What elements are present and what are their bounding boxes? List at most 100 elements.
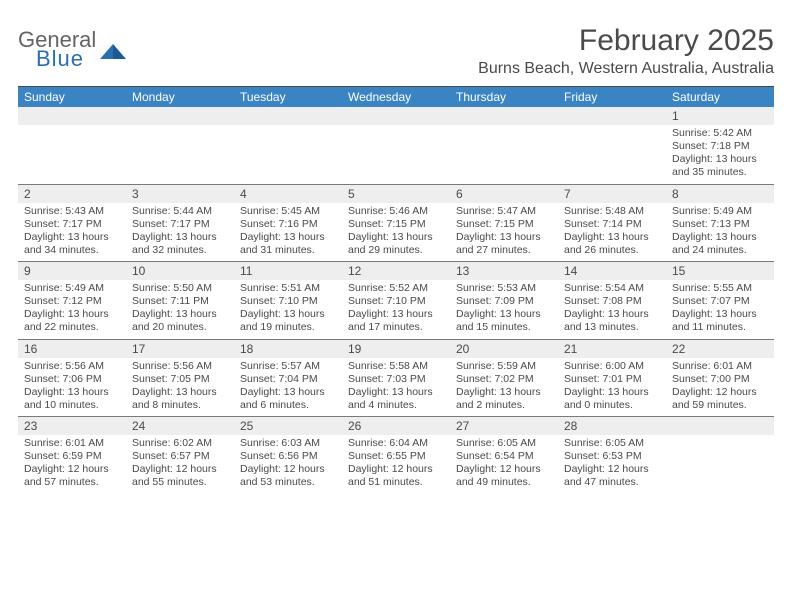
title-block: February 2025 Burns Beach, Western Austr…: [478, 24, 774, 78]
day-details: Sunrise: 5:44 AMSunset: 7:17 PMDaylight:…: [126, 203, 234, 258]
daylight-text: Daylight: 13 hours and 35 minutes.: [672, 153, 768, 179]
sunrise-text: Sunrise: 6:05 AM: [564, 437, 660, 450]
calendar-cell: 25Sunrise: 6:03 AMSunset: 6:56 PMDayligh…: [234, 417, 342, 494]
day-number: [234, 107, 342, 125]
sunset-text: Sunset: 7:02 PM: [456, 373, 552, 386]
day-number: [666, 417, 774, 435]
day-details: Sunrise: 5:56 AMSunset: 7:05 PMDaylight:…: [126, 358, 234, 413]
sunset-text: Sunset: 7:04 PM: [240, 373, 336, 386]
day-details: Sunrise: 5:48 AMSunset: 7:14 PMDaylight:…: [558, 203, 666, 258]
calendar-cell: 23Sunrise: 6:01 AMSunset: 6:59 PMDayligh…: [18, 417, 126, 494]
sunset-text: Sunset: 7:17 PM: [24, 218, 120, 231]
day-details: Sunrise: 6:05 AMSunset: 6:53 PMDaylight:…: [558, 435, 666, 490]
day-details: Sunrise: 5:53 AMSunset: 7:09 PMDaylight:…: [450, 280, 558, 335]
sunrise-text: Sunrise: 6:01 AM: [24, 437, 120, 450]
daylight-text: Daylight: 13 hours and 8 minutes.: [132, 386, 228, 412]
day-number: 21: [558, 340, 666, 358]
day-details: Sunrise: 5:52 AMSunset: 7:10 PMDaylight:…: [342, 280, 450, 335]
day-number: 22: [666, 340, 774, 358]
day-number: [558, 107, 666, 125]
day-header-sunday: Sunday: [18, 87, 126, 107]
day-number: 4: [234, 185, 342, 203]
sunset-text: Sunset: 7:05 PM: [132, 373, 228, 386]
day-details: Sunrise: 5:46 AMSunset: 7:15 PMDaylight:…: [342, 203, 450, 258]
calendar-cell: 5Sunrise: 5:46 AMSunset: 7:15 PMDaylight…: [342, 185, 450, 262]
day-number: 14: [558, 262, 666, 280]
logo: General Blue: [18, 30, 126, 70]
sunset-text: Sunset: 7:15 PM: [348, 218, 444, 231]
sunrise-text: Sunrise: 5:58 AM: [348, 360, 444, 373]
day-details: Sunrise: 5:54 AMSunset: 7:08 PMDaylight:…: [558, 280, 666, 335]
day-number: 1: [666, 107, 774, 125]
sunrise-text: Sunrise: 5:51 AM: [240, 282, 336, 295]
day-number: 24: [126, 417, 234, 435]
calendar-cell: 24Sunrise: 6:02 AMSunset: 6:57 PMDayligh…: [126, 417, 234, 494]
day-number: 20: [450, 340, 558, 358]
week-row: 2Sunrise: 5:43 AMSunset: 7:17 PMDaylight…: [18, 184, 774, 262]
sunset-text: Sunset: 7:17 PM: [132, 218, 228, 231]
sunset-text: Sunset: 7:06 PM: [24, 373, 120, 386]
sunset-text: Sunset: 7:07 PM: [672, 295, 768, 308]
calendar-cell: 16Sunrise: 5:56 AMSunset: 7:06 PMDayligh…: [18, 340, 126, 417]
sunset-text: Sunset: 7:12 PM: [24, 295, 120, 308]
calendar-cell: 21Sunrise: 6:00 AMSunset: 7:01 PMDayligh…: [558, 340, 666, 417]
sunset-text: Sunset: 7:10 PM: [240, 295, 336, 308]
daylight-text: Daylight: 12 hours and 57 minutes.: [24, 463, 120, 489]
calendar-cell: 1Sunrise: 5:42 AMSunset: 7:18 PMDaylight…: [666, 107, 774, 184]
header: General Blue February 2025 Burns Beach, …: [18, 24, 774, 78]
sunrise-text: Sunrise: 5:45 AM: [240, 205, 336, 218]
calendar-cell: 12Sunrise: 5:52 AMSunset: 7:10 PMDayligh…: [342, 262, 450, 339]
sunrise-text: Sunrise: 5:47 AM: [456, 205, 552, 218]
daylight-text: Daylight: 12 hours and 47 minutes.: [564, 463, 660, 489]
day-number: 26: [342, 417, 450, 435]
sunset-text: Sunset: 7:18 PM: [672, 140, 768, 153]
day-number: 6: [450, 185, 558, 203]
daylight-text: Daylight: 13 hours and 2 minutes.: [456, 386, 552, 412]
day-details: Sunrise: 5:45 AMSunset: 7:16 PMDaylight:…: [234, 203, 342, 258]
day-header-row: Sunday Monday Tuesday Wednesday Thursday…: [18, 87, 774, 107]
calendar-cell: 15Sunrise: 5:55 AMSunset: 7:07 PMDayligh…: [666, 262, 774, 339]
day-details: Sunrise: 5:42 AMSunset: 7:18 PMDaylight:…: [666, 125, 774, 180]
month-title: February 2025: [478, 24, 774, 58]
day-number: 10: [126, 262, 234, 280]
sunrise-text: Sunrise: 5:53 AM: [456, 282, 552, 295]
weeks-container: 1Sunrise: 5:42 AMSunset: 7:18 PMDaylight…: [18, 107, 774, 494]
calendar-cell: 2Sunrise: 5:43 AMSunset: 7:17 PMDaylight…: [18, 185, 126, 262]
calendar: Sunday Monday Tuesday Wednesday Thursday…: [18, 86, 774, 494]
daylight-text: Daylight: 13 hours and 6 minutes.: [240, 386, 336, 412]
sunrise-text: Sunrise: 6:02 AM: [132, 437, 228, 450]
calendar-cell: 18Sunrise: 5:57 AMSunset: 7:04 PMDayligh…: [234, 340, 342, 417]
sunrise-text: Sunrise: 5:46 AM: [348, 205, 444, 218]
day-header-wednesday: Wednesday: [342, 87, 450, 107]
calendar-cell: [666, 417, 774, 494]
day-number: 5: [342, 185, 450, 203]
sunset-text: Sunset: 7:15 PM: [456, 218, 552, 231]
daylight-text: Daylight: 13 hours and 0 minutes.: [564, 386, 660, 412]
day-number: [342, 107, 450, 125]
calendar-cell: 27Sunrise: 6:05 AMSunset: 6:54 PMDayligh…: [450, 417, 558, 494]
day-number: 12: [342, 262, 450, 280]
day-details: Sunrise: 6:01 AMSunset: 7:00 PMDaylight:…: [666, 358, 774, 413]
sunset-text: Sunset: 6:54 PM: [456, 450, 552, 463]
day-header-friday: Friday: [558, 87, 666, 107]
day-number: 13: [450, 262, 558, 280]
calendar-cell: [234, 107, 342, 184]
daylight-text: Daylight: 12 hours and 59 minutes.: [672, 386, 768, 412]
sunrise-text: Sunrise: 5:48 AM: [564, 205, 660, 218]
calendar-cell: [18, 107, 126, 184]
calendar-cell: 19Sunrise: 5:58 AMSunset: 7:03 PMDayligh…: [342, 340, 450, 417]
daylight-text: Daylight: 13 hours and 31 minutes.: [240, 231, 336, 257]
day-details: Sunrise: 5:49 AMSunset: 7:12 PMDaylight:…: [18, 280, 126, 335]
daylight-text: Daylight: 12 hours and 55 minutes.: [132, 463, 228, 489]
day-details: Sunrise: 6:05 AMSunset: 6:54 PMDaylight:…: [450, 435, 558, 490]
calendar-cell: [126, 107, 234, 184]
calendar-cell: 6Sunrise: 5:47 AMSunset: 7:15 PMDaylight…: [450, 185, 558, 262]
day-details: Sunrise: 5:51 AMSunset: 7:10 PMDaylight:…: [234, 280, 342, 335]
sunrise-text: Sunrise: 5:49 AM: [672, 205, 768, 218]
day-number: 7: [558, 185, 666, 203]
sunrise-text: Sunrise: 6:03 AM: [240, 437, 336, 450]
day-number: 27: [450, 417, 558, 435]
sunrise-text: Sunrise: 5:59 AM: [456, 360, 552, 373]
week-row: 1Sunrise: 5:42 AMSunset: 7:18 PMDaylight…: [18, 107, 774, 184]
daylight-text: Daylight: 13 hours and 32 minutes.: [132, 231, 228, 257]
